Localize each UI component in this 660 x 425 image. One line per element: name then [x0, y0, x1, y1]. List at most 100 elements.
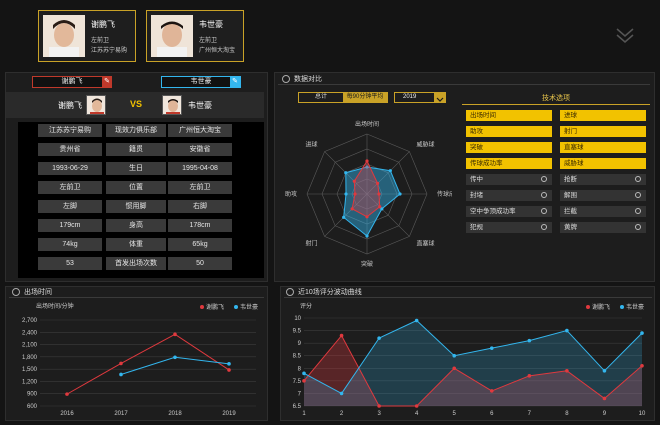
- legend-label: 韦世豪: [240, 303, 258, 311]
- data-point: [339, 391, 344, 396]
- skill-option[interactable]: 进球: [560, 110, 646, 121]
- player-2-club: 广州恒大淘宝: [199, 48, 236, 54]
- data-point: [119, 372, 123, 377]
- tab-total[interactable]: 总计: [314, 94, 327, 100]
- radio-icon[interactable]: [635, 176, 641, 182]
- vs-row: 谢鹏飞 VS 韦世豪: [6, 92, 264, 118]
- series-line: [303, 334, 643, 407]
- skill-option[interactable]: 传球成功率: [466, 158, 552, 169]
- legend-marker: [200, 305, 204, 309]
- vs-left-name: 谢鹏飞: [58, 101, 82, 110]
- skill-option[interactable]: 空中争顶成功率: [466, 206, 552, 217]
- skill-option-label: 封堵: [470, 192, 483, 199]
- skill-option[interactable]: 犯规: [466, 222, 552, 233]
- radar-point: [365, 215, 369, 219]
- radar-point: [344, 192, 348, 196]
- skill-option-label: 黄牌: [564, 224, 577, 231]
- skill-option[interactable]: 突破: [466, 142, 552, 153]
- radar-point: [350, 207, 354, 211]
- skill-option-label: 抢断: [564, 176, 577, 183]
- skill-option-label: 传球成功率: [470, 160, 503, 167]
- y-tick-label: 9.5: [293, 329, 302, 335]
- player-1-club: 江苏苏宁易购: [91, 48, 128, 54]
- y-tick-label: 7.5: [293, 379, 302, 385]
- y-tick-label: 2,100: [22, 343, 38, 349]
- chart-icon: [286, 288, 294, 296]
- radar-point: [376, 181, 380, 185]
- data-point: [302, 379, 306, 383]
- minutes-title: 出场时间: [24, 289, 52, 296]
- y-tick-label: 2,700: [22, 318, 38, 324]
- rating-title: 近10场评分波动曲线: [298, 289, 362, 296]
- player-card-2[interactable]: 韦世豪 左前卫 广州恒大淘宝: [146, 10, 244, 62]
- data-compare-header: 数据对比: [282, 74, 322, 84]
- info-left-value: 左前卫: [38, 181, 102, 194]
- data-point: [527, 338, 532, 343]
- skill-option[interactable]: 传中: [466, 174, 552, 185]
- minutes-panel: [5, 286, 268, 421]
- info-right-value: 178cm: [168, 219, 232, 232]
- data-point: [565, 369, 569, 373]
- data-point: [527, 374, 532, 378]
- skill-option[interactable]: 解围: [560, 190, 646, 201]
- right-player-select[interactable]: 韦世豪: [161, 76, 241, 88]
- radio-icon[interactable]: [541, 192, 547, 198]
- radar-point: [380, 207, 384, 211]
- radar-point: [388, 169, 392, 173]
- radio-icon[interactable]: [635, 208, 641, 214]
- legend-label: 韦世豪: [626, 303, 644, 311]
- legend-label: 谢鹏飞: [592, 303, 610, 311]
- compare-icon: [282, 75, 290, 83]
- skill-option[interactable]: 封堵: [466, 190, 552, 201]
- left-player-edit-icon[interactable]: ✎: [102, 76, 112, 88]
- x-tick-label: 7: [528, 411, 532, 417]
- data-point: [602, 369, 607, 373]
- skill-option-label: 威胁球: [564, 160, 584, 167]
- tab-per90[interactable]: 每90分钟平均: [343, 93, 387, 102]
- radar-point: [352, 179, 356, 183]
- data-point: [227, 368, 231, 372]
- year-select-chevron-icon[interactable]: [434, 92, 446, 103]
- collapse-chevron-icon[interactable]: [614, 24, 636, 46]
- radar-point: [365, 234, 369, 238]
- right-player-edit-icon[interactable]: ✎: [230, 76, 240, 88]
- data-point: [602, 396, 607, 401]
- radio-icon[interactable]: [635, 224, 641, 230]
- y-tick-label: 6.5: [293, 404, 302, 410]
- data-point: [173, 355, 177, 360]
- legend-label: 谢鹏飞: [206, 303, 224, 311]
- skill-option[interactable]: 助攻: [466, 126, 552, 137]
- x-tick-label: 2018: [168, 411, 182, 417]
- skill-option[interactable]: 射门: [560, 126, 646, 137]
- rating-chart: 评分 6.5 7 7.5 8 8.5 9 9.5 10 1 2 3 4 5 6 7 8 9 10 谢鹏飞 韦世豪: [293, 302, 646, 417]
- radio-icon[interactable]: [541, 208, 547, 214]
- skill-option-label: 犯规: [470, 224, 483, 231]
- data-point: [173, 332, 177, 337]
- y-tick-label: 8.5: [293, 354, 302, 360]
- data-point: [452, 366, 457, 371]
- radar-axis-label: 出场时间: [355, 120, 379, 128]
- skill-option[interactable]: 拦截: [560, 206, 646, 217]
- info-right-value: 65kg: [168, 238, 232, 251]
- left-player-select[interactable]: 谢鹏飞: [32, 76, 112, 88]
- y-tick-label: 8: [298, 366, 302, 372]
- skill-option[interactable]: 威胁球: [560, 158, 646, 169]
- skill-option[interactable]: 抢断: [560, 174, 646, 185]
- radar-point: [365, 159, 369, 163]
- radar-axis-label: 传球成功率: [437, 190, 452, 198]
- player-card-1[interactable]: 谢鹏飞 左前卫 江苏苏宁易购: [38, 10, 136, 62]
- info-label: 首发出场次数: [106, 257, 166, 270]
- skill-option-label: 射门: [564, 128, 577, 135]
- x-tick-label: 5: [453, 411, 457, 417]
- radio-icon[interactable]: [541, 176, 547, 182]
- radio-icon[interactable]: [635, 192, 641, 198]
- vs-label: VS: [130, 99, 143, 109]
- info-left-value: 贵州省: [38, 143, 102, 156]
- radio-icon[interactable]: [541, 224, 547, 230]
- radar-chart: 出场时间威胁球传球成功率直塞球突破 射门 助攻 进球: [285, 120, 452, 268]
- skill-option-label: 进球: [564, 112, 577, 119]
- skill-option[interactable]: 直塞球: [560, 142, 646, 153]
- info-right-value: 右脚: [168, 200, 232, 213]
- skill-option[interactable]: 黄牌: [560, 222, 646, 233]
- skill-option[interactable]: 出场时间: [466, 110, 552, 121]
